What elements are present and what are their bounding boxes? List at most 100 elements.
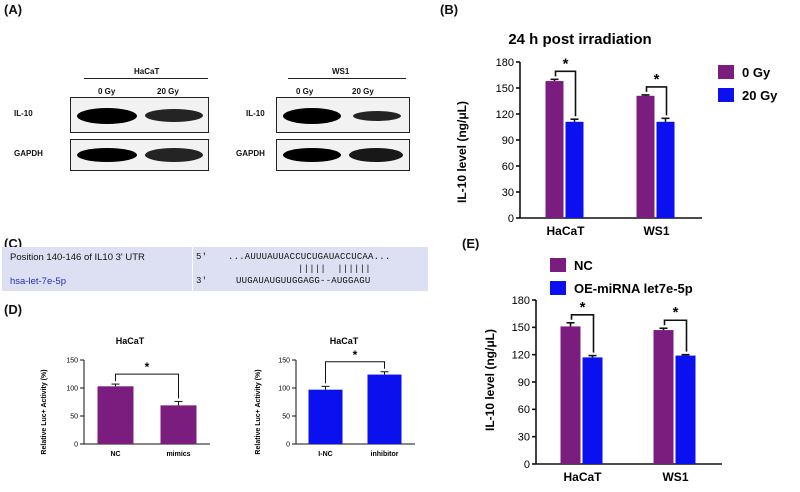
- pairing-lines: ||||| ||||||: [298, 264, 371, 274]
- blot-header-line: [84, 78, 208, 79]
- blot-lane-label: 0 Gy: [98, 87, 116, 96]
- significance-star: *: [145, 360, 150, 374]
- x-tick-label: HaCaT: [563, 470, 602, 484]
- alignment-divider: [192, 247, 193, 291]
- y-tick-label: 120: [496, 109, 514, 121]
- chart-title: 24 h post irradiation: [508, 31, 651, 48]
- blot-membrane-il10: [276, 97, 410, 133]
- chart-d2: HaCaT Relative Luc+ Activity (%) 0 50 100 1…: [255, 336, 415, 458]
- legend-label: 20 Gy: [742, 88, 778, 103]
- chart-d1: HaCaT Relative Luc+ Activity (%) 0 50 100 1…: [41, 336, 210, 458]
- significance-star: *: [353, 348, 358, 362]
- y-tick-label: 150: [496, 83, 514, 95]
- blot-band: [77, 148, 137, 162]
- y-axis-label: IL-10 level (ng/μL): [483, 329, 497, 431]
- utr-label: Position 140-146 of IL10 3' UTR: [10, 252, 145, 263]
- y-tick-label: 0: [508, 213, 514, 225]
- y-tick-label: 120: [512, 350, 530, 362]
- significance-star: *: [673, 304, 679, 321]
- y-tick-label: 150: [66, 357, 78, 364]
- blot-band: [145, 109, 203, 122]
- y-tick-label: 90: [502, 135, 514, 147]
- y-tick-label: 0: [524, 459, 530, 471]
- y-tick-label: 30: [518, 432, 530, 444]
- significance-bracket: [570, 313, 595, 353]
- bar: [560, 326, 581, 464]
- chart-title: HaCaT: [330, 336, 359, 346]
- bar: [636, 95, 655, 218]
- y-tick-label: 150: [278, 357, 290, 364]
- y-tick-label: 100: [278, 385, 290, 392]
- blot-band: [145, 148, 203, 162]
- significance-star: *: [563, 55, 569, 72]
- blot-lane-label: 0 Gy: [296, 87, 314, 96]
- significance-bracket: [645, 86, 668, 116]
- blot-row-label: GAPDH: [236, 149, 265, 158]
- legend-swatch-20gy: [718, 88, 734, 102]
- y-tick-label: 0: [286, 441, 290, 448]
- utr-sequence: ...AUUUAUUACCUCUGAUACCUCAA...: [228, 252, 391, 262]
- bar: [565, 121, 584, 218]
- y-axis-label: Relative Luc+ Activity (%): [255, 369, 262, 454]
- bar: [675, 355, 696, 464]
- significance-bracket: [115, 373, 179, 399]
- chart-legend: 0 Gy 20 Gy: [718, 65, 778, 103]
- significance-bracket: [554, 70, 577, 117]
- blot-membrane-gapdh: [276, 139, 410, 171]
- x-tick-label: HaCaT: [546, 224, 585, 238]
- sequence-alignment: Position 140-146 of IL10 3' UTR hsa-let-…: [2, 247, 428, 291]
- significance-bracket: [325, 361, 385, 384]
- legend-swatch-nc: [550, 258, 566, 272]
- panel-label-b: (B): [440, 2, 459, 17]
- blot-header-line: [288, 78, 406, 79]
- y-tick-label: 60: [502, 161, 514, 173]
- utr-prime: 5': [196, 252, 208, 262]
- legend-swatch-0gy: [718, 65, 734, 79]
- legend-label: 0 Gy: [742, 65, 771, 80]
- y-tick-label: 100: [66, 385, 78, 392]
- y-tick-label: 90: [518, 377, 530, 389]
- bar: [656, 121, 675, 218]
- blot-band: [77, 108, 137, 124]
- x-tick-label: I-NC: [318, 451, 332, 458]
- blot-row-label: IL-10: [246, 109, 265, 118]
- blot-membrane-gapdh: [70, 139, 209, 171]
- bar: [308, 389, 343, 444]
- bar: [160, 405, 197, 444]
- bar: [367, 374, 402, 444]
- significance-star: *: [654, 71, 660, 88]
- legend-label: OE-miRNA let7e-5p: [574, 281, 693, 296]
- chart-d2-plot: 0 50 100 150 I-NC inhibitor *: [278, 348, 415, 458]
- blot-band: [353, 111, 401, 121]
- x-tick-label: WS1: [662, 470, 688, 484]
- blot-cell-label: WS1: [332, 67, 350, 76]
- significance-bracket: [663, 319, 688, 352]
- chart-legend: NC OE-miRNA let7e-5p: [550, 258, 693, 296]
- y-axis-label: IL-10 level (ng/μL): [455, 101, 469, 203]
- blot-cell-label: HaCaT: [134, 67, 160, 76]
- blot-band: [349, 148, 403, 162]
- y-tick-label: 60: [518, 404, 530, 416]
- y-tick-label: 50: [282, 413, 290, 420]
- y-tick-label: 50: [70, 413, 78, 420]
- mirna-prime: 3': [196, 276, 208, 286]
- x-tick-label: inhibitor: [371, 451, 399, 458]
- legend-label: NC: [574, 258, 593, 273]
- bar: [653, 330, 674, 464]
- blot-row-label: IL-10: [14, 109, 33, 118]
- blot-lane-label: 20 Gy: [352, 87, 374, 96]
- significance-star: *: [580, 299, 586, 316]
- panel-label-d: (D): [4, 302, 23, 317]
- blot-lane-label: 20 Gy: [157, 87, 179, 96]
- y-tick-label: 180: [512, 295, 530, 307]
- blot-membrane-il10: [70, 97, 209, 133]
- y-tick-label: 0: [74, 441, 78, 448]
- y-tick-label: 180: [496, 57, 514, 69]
- x-tick-label: WS1: [643, 224, 669, 238]
- panel-label-a: (A): [4, 2, 23, 17]
- panel-label-e: (E): [462, 236, 480, 251]
- x-tick-label: mimics: [166, 451, 190, 458]
- y-tick-label: 150: [512, 322, 530, 334]
- chart-title: HaCaT: [116, 336, 145, 346]
- legend-swatch-oe: [550, 281, 566, 295]
